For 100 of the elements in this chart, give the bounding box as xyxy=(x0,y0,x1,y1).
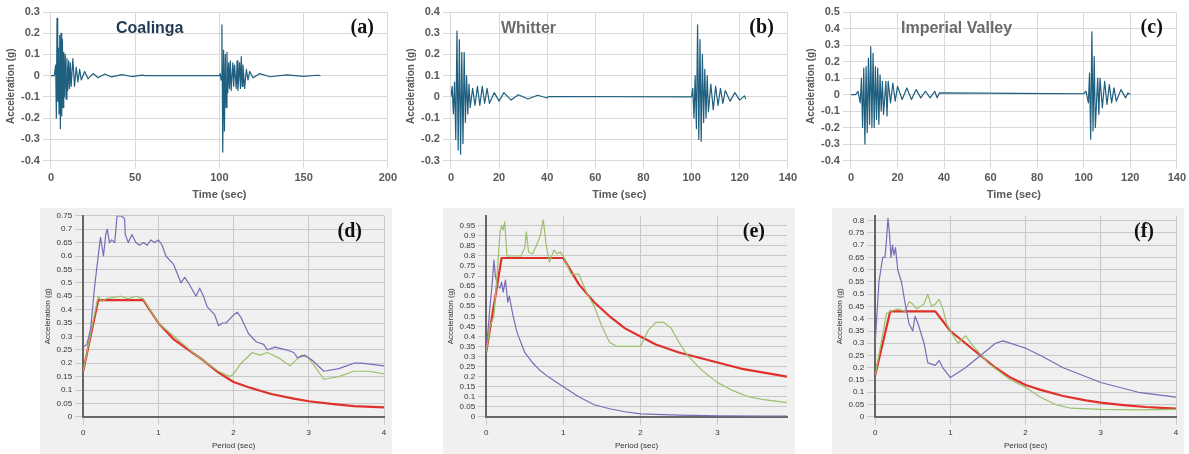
y-tick-label: 0.35 xyxy=(459,341,476,351)
x-tick-label: 40 xyxy=(937,171,951,184)
annotation: (a) xyxy=(350,15,374,39)
x-tick-label: 0 xyxy=(80,427,86,437)
y-tick-label: 0.95 xyxy=(459,221,476,231)
y-tick-label: 0 xyxy=(67,412,73,421)
x-tick-label: 3 xyxy=(306,427,312,437)
y-tick-label: 0.1 xyxy=(61,385,73,395)
y-tick-label: 0 xyxy=(833,87,840,100)
y-axis-title: Acceleration (g) xyxy=(404,48,416,125)
y-tick-label: 0.65 xyxy=(56,237,73,247)
y-tick-label: 0.7 xyxy=(853,240,865,250)
x-tick-label: 1 xyxy=(156,427,162,437)
y-tick-label: -0.4 xyxy=(20,153,41,166)
y-tick-label: 0.75 xyxy=(56,211,73,220)
y-tick-label: 0.7 xyxy=(464,271,476,281)
annotation: Coalinga xyxy=(115,19,184,37)
y-tick-label: 0.05 xyxy=(56,398,73,408)
y-tick-label: 0.05 xyxy=(848,399,865,409)
x-tick-label: 1 xyxy=(948,427,954,437)
y-tick-label: -0.2 xyxy=(820,120,840,133)
x-tick-label: 120 xyxy=(1121,171,1140,184)
y-tick-label: 0.4 xyxy=(853,313,865,323)
y-tick-label: 0.25 xyxy=(459,361,476,371)
y-tick-label: 0.55 xyxy=(848,277,865,287)
y-tick-label: 0.4 xyxy=(61,304,73,314)
y-tick-label: 0.15 xyxy=(848,375,865,385)
y-tick-label: 0.7 xyxy=(61,224,73,234)
y-tick-label: 0.05 xyxy=(459,401,476,411)
y-tick-label: 0.45 xyxy=(848,301,865,311)
y-tick-label: -0.2 xyxy=(20,111,40,124)
y-axis-title: Acceleration (g) xyxy=(835,287,844,345)
y-tick-label: 0.4 xyxy=(424,5,441,18)
y-tick-label: 0.6 xyxy=(853,264,865,274)
y-tick-label: -0.1 xyxy=(20,89,40,102)
x-tick-label: 50 xyxy=(129,171,142,184)
x-tick-label: 100 xyxy=(1074,171,1093,184)
y-tick-label: 0 xyxy=(470,412,476,421)
y-tick-label: 0.35 xyxy=(56,318,73,328)
y-tick-label: 0.6 xyxy=(464,291,476,301)
x-tick-label: 80 xyxy=(1031,171,1044,184)
y-tick-label: 0.3 xyxy=(824,38,840,51)
y-tick-label: 0.3 xyxy=(61,331,73,341)
y-tick-label: 0.65 xyxy=(848,252,865,262)
y-axis-title: Acceleration (g) xyxy=(804,48,816,125)
x-axis-title: Period (sec) xyxy=(212,441,256,451)
x-tick-label: 200 xyxy=(378,171,397,184)
y-tick-label: 0.2 xyxy=(824,54,840,67)
x-axis-title: Period (sec) xyxy=(1004,441,1048,451)
annotation: Whitter xyxy=(500,19,557,37)
y-tick-label: 0.25 xyxy=(56,345,73,354)
x-tick-label: 0 xyxy=(447,171,455,184)
y-tick-label: 0.4 xyxy=(824,21,841,34)
x-tick-label: 100 xyxy=(210,171,229,184)
y-tick-label: 0 xyxy=(859,412,865,421)
y-axis-title: Acceleration (g) xyxy=(43,287,52,345)
y-axis-title: Acceleration (g) xyxy=(446,287,455,345)
y-tick-label: 0.1 xyxy=(824,71,840,84)
y-tick-label: 0.65 xyxy=(459,281,476,291)
x-tick-label: 20 xyxy=(492,171,506,184)
y-tick-label: 0.3 xyxy=(464,351,476,361)
x-tick-label: 0 xyxy=(47,171,55,184)
y-tick-label: 0.85 xyxy=(459,241,476,251)
x-tick-label: 2 xyxy=(638,427,644,437)
y-tick-label: -0.4 xyxy=(820,153,841,166)
y-tick-label: 0.45 xyxy=(459,321,476,331)
x-tick-label: 4 xyxy=(381,427,387,437)
x-axis-title: Time (sec) xyxy=(986,188,1042,201)
y-tick-label: 0.5 xyxy=(464,311,476,321)
y-axis-title: Acceleration (g) xyxy=(4,48,16,125)
y-tick-label: 0.35 xyxy=(848,326,865,336)
y-tick-label: -0.1 xyxy=(420,111,440,124)
y-tick-label: -0.1 xyxy=(820,104,840,117)
x-tick-label: 0 xyxy=(483,427,489,437)
y-tick-label: -0.3 xyxy=(20,132,40,145)
y-tick-label: 0.4 xyxy=(464,331,476,341)
y-tick-label: 0.25 xyxy=(848,350,865,360)
y-tick-label: 0.75 xyxy=(459,261,476,271)
x-tick-label: 1 xyxy=(561,427,567,437)
x-tick-label: 150 xyxy=(294,171,313,184)
y-tick-label: 0.6 xyxy=(61,251,73,261)
y-tick-label: 0.8 xyxy=(853,215,865,225)
y-tick-label: -0.3 xyxy=(820,137,840,150)
x-axis-title: Time (sec) xyxy=(192,188,247,201)
y-tick-label: 0.2 xyxy=(424,47,440,60)
y-tick-label: 0.45 xyxy=(56,291,73,301)
y-tick-label: 0.9 xyxy=(464,231,476,241)
x-tick-label: 140 xyxy=(1167,171,1186,184)
y-tick-label: 0.2 xyxy=(61,358,73,368)
y-tick-label: 0.8 xyxy=(464,251,476,261)
y-tick-label: 0.2 xyxy=(24,26,40,39)
y-tick-label: 0.3 xyxy=(853,338,865,348)
y-tick-label: 0.1 xyxy=(424,68,440,81)
x-tick-label: 40 xyxy=(541,171,554,184)
y-tick-label: 0.5 xyxy=(853,289,865,299)
annotation: (b) xyxy=(749,15,774,39)
x-tick-label: 3 xyxy=(715,427,721,437)
annotation: Imperial Valley xyxy=(900,19,1013,37)
y-tick-label: 0 xyxy=(33,68,40,81)
y-tick-label: 0.75 xyxy=(848,228,865,238)
